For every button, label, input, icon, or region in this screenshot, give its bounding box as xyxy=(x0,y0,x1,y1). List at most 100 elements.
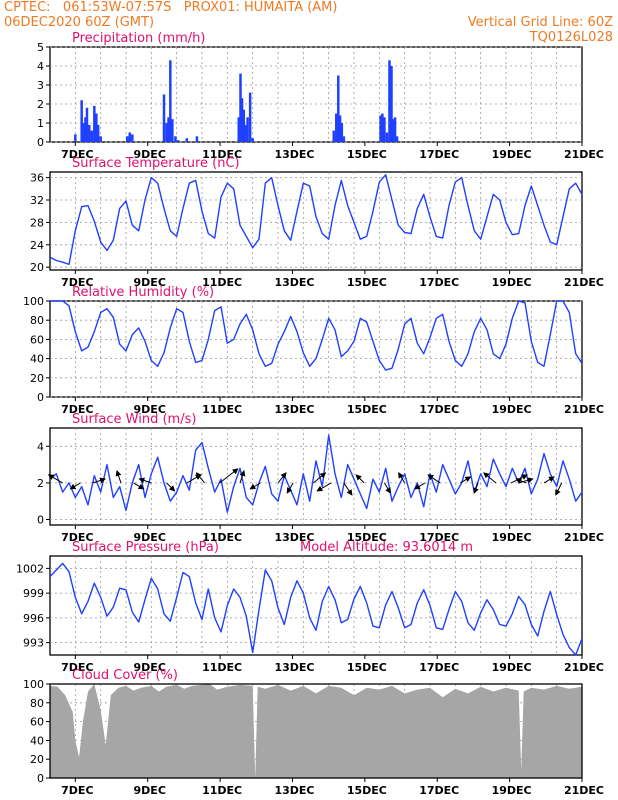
y-tick-label: 0 xyxy=(37,136,44,149)
wind-vector xyxy=(69,482,81,490)
x-tick-label: 11DEC xyxy=(202,148,242,161)
x-tick-label: 19DEC xyxy=(492,661,532,674)
wind-vector xyxy=(138,477,152,484)
x-tick-label: 19DEC xyxy=(492,531,532,544)
wind-vector xyxy=(398,472,406,484)
x-tick-label: 7DEC xyxy=(61,661,93,674)
header-date: 06DEC2020 60Z (GMT) xyxy=(4,15,155,30)
precip-bar xyxy=(335,113,338,142)
precip-bar xyxy=(88,124,91,142)
wind-vector xyxy=(313,472,327,484)
x-tick-label: 19DEC xyxy=(492,403,532,416)
y-tick-label: 4 xyxy=(37,440,44,453)
series-line xyxy=(49,434,583,513)
y-tick-label: 36 xyxy=(30,172,44,185)
precip-bar xyxy=(395,136,399,142)
y-tick-label: 80 xyxy=(30,314,44,327)
panel-title: Surface Temperature (nC) xyxy=(72,156,240,171)
panel-1: 0 1 2 3 4 5 7DEC 9DEC 11DEC 13DEC 15DEC 17DEC 19DEC 2… xyxy=(37,31,604,161)
x-tick-label: 7DEC xyxy=(61,148,93,161)
x-tick-label: 21DEC xyxy=(564,403,604,416)
precip-bar xyxy=(90,130,94,142)
x-tick-label: 21DEC xyxy=(564,784,604,797)
x-tick-label: 15DEC xyxy=(347,661,387,674)
precip-bar xyxy=(385,132,389,142)
x-tick-label: 17DEC xyxy=(419,661,459,674)
x-tick-label: 19DEC xyxy=(492,784,532,797)
panel-5: 993 996 999 1002 7DEC 9DEC 11DEC 13DEC 15DEC 17DE… xyxy=(16,540,604,674)
panel-frame xyxy=(49,427,583,526)
wind-vector xyxy=(343,482,353,496)
x-tick-label: 21DEC xyxy=(564,276,604,289)
x-tick-label: 9DEC xyxy=(134,276,166,289)
wind-vector xyxy=(277,472,287,484)
panel-frame xyxy=(49,555,583,656)
x-tick-label: 21DEC xyxy=(564,148,604,161)
x-tick-label: 15DEC xyxy=(347,403,387,416)
x-tick-label: 17DEC xyxy=(419,276,459,289)
x-tick-label: 13DEC xyxy=(274,784,314,797)
y-tick-label: 100 xyxy=(23,295,44,308)
x-tick-label: 11DEC xyxy=(202,531,242,544)
wind-vector xyxy=(133,482,145,490)
x-tick-label: 15DEC xyxy=(347,276,387,289)
precip-bar xyxy=(165,123,168,142)
y-tick-label: 0 xyxy=(37,391,44,404)
x-tick-label: 13DEC xyxy=(274,661,314,674)
precip-bar xyxy=(80,100,83,142)
x-tick-label: 21DEC xyxy=(564,661,604,674)
precip-bar xyxy=(84,117,87,142)
y-tick-label: 2 xyxy=(37,98,44,111)
panel-title: Surface Wind (m/s) xyxy=(72,412,196,427)
y-tick-label: 20 xyxy=(30,753,44,766)
panel-title: Relative Humidity (%) xyxy=(72,285,214,300)
wind-vector xyxy=(286,482,294,494)
precip-bar xyxy=(96,124,100,142)
y-tick-label: 5 xyxy=(37,41,44,54)
y-tick-label: 993 xyxy=(23,637,44,650)
series-line xyxy=(49,562,583,656)
precip-bar xyxy=(176,140,180,142)
series-line xyxy=(49,174,583,266)
y-tick-label: 0 xyxy=(37,514,44,527)
wind-vector xyxy=(195,472,205,484)
precip-bar xyxy=(95,113,98,142)
precip-bar xyxy=(248,92,252,142)
precip-bar xyxy=(242,109,246,142)
y-tick-label: 20 xyxy=(30,372,44,385)
x-tick-label: 7DEC xyxy=(61,403,93,416)
x-tick-label: 7DEC xyxy=(61,531,93,544)
y-tick-label: 100 xyxy=(23,678,44,691)
wind-vector xyxy=(460,476,472,484)
wind-vector xyxy=(355,474,365,484)
panel-6: 0 20 40 60 80 100 7DEC 9DEC 11DEC 13DEC 15DEC 17DEC… xyxy=(23,668,604,797)
precip-bar xyxy=(169,60,172,142)
x-tick-label: 15DEC xyxy=(347,148,387,161)
panel-title: Precipitation (mm/h) xyxy=(72,31,205,46)
panel-title: Cloud Cover (%) xyxy=(72,668,178,683)
x-tick-label: 7DEC xyxy=(61,784,93,797)
wind-vector xyxy=(239,469,246,484)
precip-bar xyxy=(392,119,395,142)
x-tick-label: 9DEC xyxy=(134,403,166,416)
x-tick-label: 9DEC xyxy=(134,531,166,544)
precip-bar xyxy=(185,138,189,142)
model-altitude: Model Altitude: 93.6014 m xyxy=(300,540,473,555)
panel-3: 0 20 40 60 80 100 7DEC 9DEC 11DEC 13DEC 15DEC 17DEC… xyxy=(23,285,604,416)
y-tick-label: 0 xyxy=(37,772,44,785)
precip-bar xyxy=(393,117,397,142)
precip-bar xyxy=(99,136,102,142)
precip-bar xyxy=(340,123,344,142)
y-tick-label: 40 xyxy=(30,353,44,366)
precip-bar xyxy=(342,136,346,142)
x-tick-label: 11DEC xyxy=(202,403,242,416)
wind-vector xyxy=(166,482,176,492)
precip-bar xyxy=(195,136,199,142)
wind-vector xyxy=(473,482,479,494)
y-tick-label: 60 xyxy=(30,333,44,346)
wind-vector xyxy=(555,482,563,496)
x-tick-label: 17DEC xyxy=(419,148,459,161)
x-tick-label: 13DEC xyxy=(274,531,314,544)
y-tick-label: 60 xyxy=(30,716,44,729)
wind-vector xyxy=(427,474,441,484)
